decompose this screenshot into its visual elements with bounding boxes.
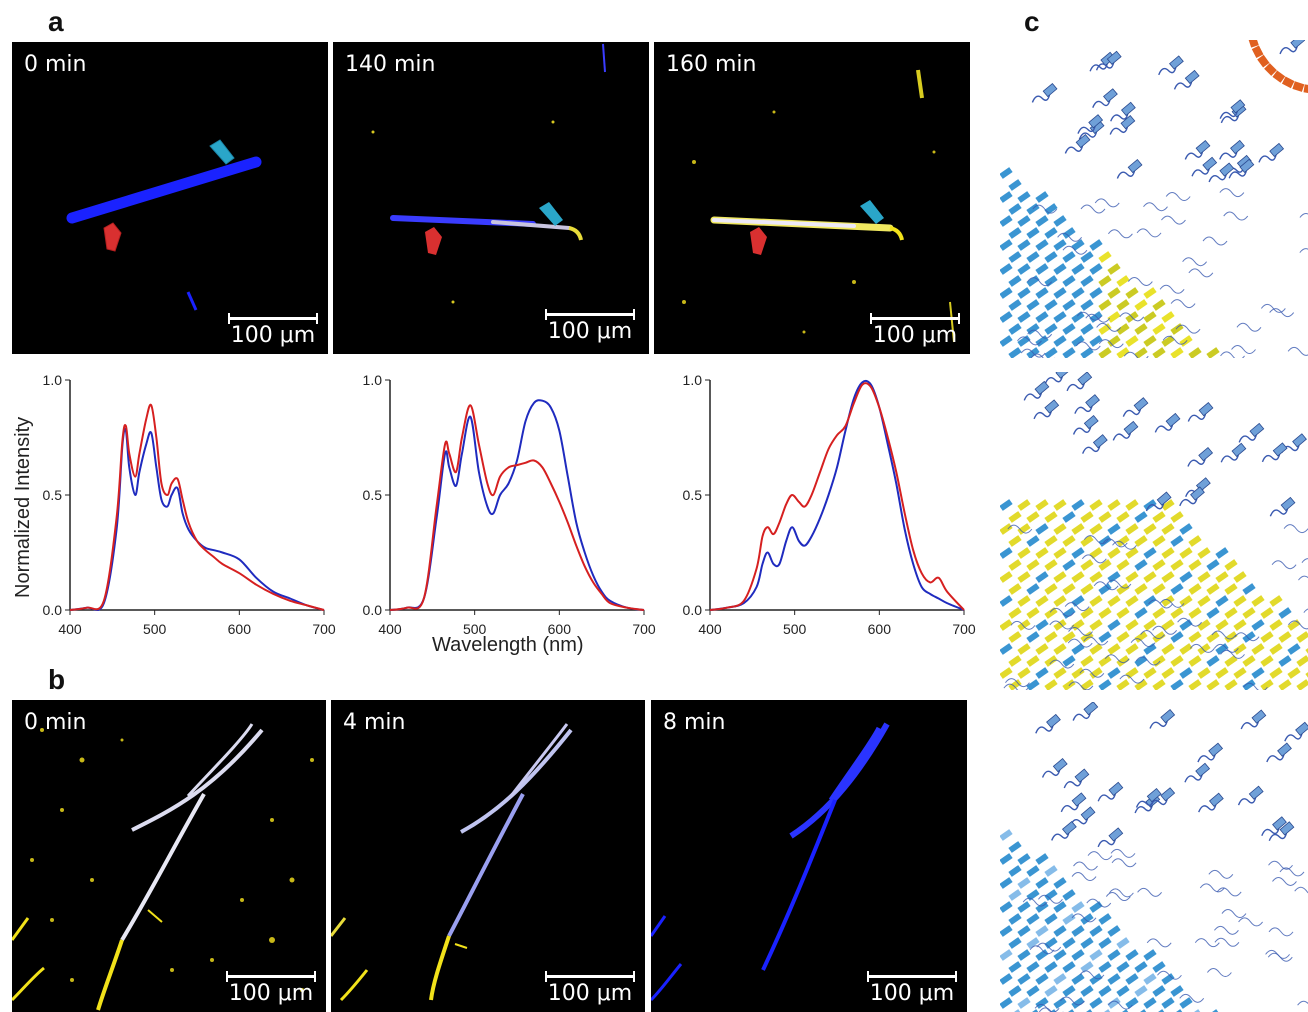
time-label: 160 min: [666, 52, 757, 77]
y-tick-label: 0.5: [683, 487, 703, 503]
y-tick-label: 0.0: [363, 602, 383, 618]
y-axis-label: Normalized Intensity: [12, 416, 34, 598]
x-tick-label: 500: [783, 621, 807, 636]
time-label: 140 min: [345, 52, 436, 77]
time-label: 0 min: [24, 710, 87, 735]
scale-bar: 100 μm: [226, 971, 316, 1006]
time-label: 4 min: [343, 710, 406, 735]
free-peptides: [1035, 702, 1308, 848]
y-tick-label: 0.5: [363, 487, 383, 503]
time-label: 8 min: [663, 710, 726, 735]
micelle-arc: [1248, 40, 1308, 94]
scale-label: 100 μm: [547, 981, 633, 1006]
fiber-image: [651, 722, 890, 1002]
x-tick-label: 400: [698, 621, 722, 636]
micrograph-b-0min: 0 min 100 μm: [12, 700, 326, 1012]
free-peptides: [1023, 372, 1307, 517]
x-tick-label: 500: [463, 621, 487, 636]
series-line-red: [69, 403, 325, 611]
x-axis-label: Wavelength (nm): [432, 634, 584, 656]
peptide-assembly-schematic: [1000, 702, 1308, 1012]
micrograph-a-140min: 140 min 100 μm: [333, 42, 649, 354]
fiber-image: [331, 723, 573, 1002]
fiber-image: [66, 139, 262, 311]
scale-label: 100 μm: [547, 319, 633, 344]
y-tick-label: 0.0: [683, 602, 703, 618]
scale-bar: 100 μm: [870, 313, 960, 348]
series-line-red: [389, 404, 645, 611]
peptide-assembly-schematic: [1000, 40, 1308, 358]
x-tick-label: 400: [58, 621, 82, 636]
spectrum-chart-160min: 400 500 600 700 0.0 0.5 1.0: [683, 372, 976, 636]
y-tick-label: 1.0: [363, 372, 383, 388]
micrograph-a-160min: 160 min 100 μm: [654, 42, 970, 354]
y-tick-label: 1.0: [683, 372, 703, 388]
x-tick-label: 600: [548, 621, 572, 636]
fiber-lattice: [1000, 829, 1308, 1012]
micrograph-b-8min: 8 min 100 μm: [651, 700, 967, 1012]
series-line-blue: [709, 379, 965, 611]
fiber-lattice: [1000, 167, 1308, 358]
fiber-lattice: [1000, 499, 1308, 690]
spectrum-chart-140min: 400 500 600 700 0.0 0.5 1.0: [363, 372, 656, 636]
scale-label: 100 μm: [869, 981, 955, 1006]
scale-bar: 100 μm: [228, 313, 318, 348]
x-tick-label: 600: [868, 621, 892, 636]
panel-letter-b: b: [48, 664, 66, 695]
series-line-blue: [389, 399, 645, 611]
micrograph-b-4min: 4 min 100 μm: [331, 700, 645, 1012]
spectrum-chart-0min: 400 500 600 700 0.0 0.5 1.0: [43, 372, 336, 636]
x-tick-label: 700: [632, 621, 656, 636]
free-peptides: [1031, 40, 1306, 183]
micrograph-a-0min: 0 min 100 μm: [12, 42, 328, 354]
time-label: 0 min: [24, 52, 87, 77]
scale-bar: 100 μm: [867, 971, 957, 1006]
scale-label: 100 μm: [872, 323, 958, 348]
schematic-middle: [1000, 372, 1308, 690]
y-tick-label: 0.5: [43, 487, 63, 503]
schematic-bottom: [1000, 702, 1308, 1012]
scale-bar: 100 μm: [545, 309, 635, 344]
fiber-image: [371, 43, 606, 304]
y-tick-label: 1.0: [43, 372, 63, 388]
x-tick-label: 400: [378, 621, 402, 636]
panel-letter-c: c: [1024, 6, 1040, 37]
scale-bar: 100 μm: [545, 971, 635, 1006]
peptide-assembly-schematic: [1000, 372, 1308, 690]
x-tick-label: 500: [143, 621, 167, 636]
panel-letter-a: a: [48, 6, 64, 37]
x-tick-label: 700: [952, 621, 976, 636]
scale-label: 100 μm: [228, 981, 314, 1006]
fiber-image: [12, 723, 314, 1011]
series-line-red: [709, 382, 965, 611]
y-tick-label: 0.0: [43, 602, 63, 618]
scale-label: 100 μm: [230, 323, 316, 348]
fiber-image: [682, 69, 955, 343]
schematic-top: [1000, 40, 1308, 358]
x-tick-label: 700: [312, 621, 336, 636]
x-tick-label: 600: [228, 621, 252, 636]
